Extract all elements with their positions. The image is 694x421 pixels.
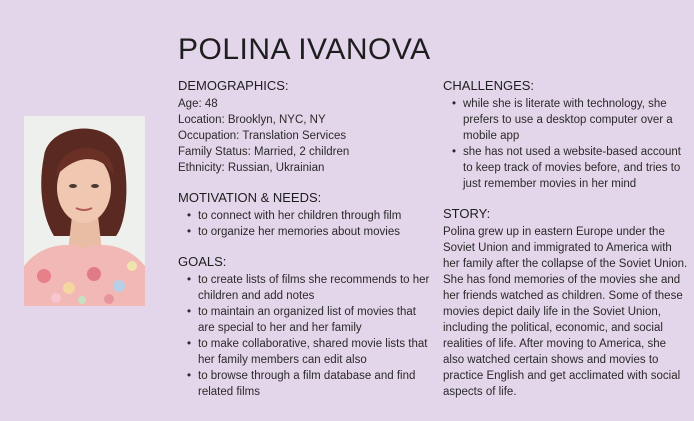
challenges-item: while she is literate with technology, s… — [452, 96, 688, 144]
demographics-location: Location: Brooklyn, NYC, NY — [178, 114, 326, 126]
demographics-occupation: Occupation: Translation Services — [178, 130, 347, 142]
demographics-heading: DEMOGRAPHICS: — [178, 78, 289, 93]
story-text: Polina grew up in eastern Europe under t… — [443, 226, 688, 398]
story-section: STORY: Polina grew up in eastern Europe … — [443, 206, 688, 400]
demographics-ethnicity: Ethnicity: Russian, Ukrainian — [178, 162, 325, 174]
demographics-family-status: Family Status: Married, 2 children — [178, 146, 350, 158]
goals-item: to create lists of films she recommends … — [187, 272, 430, 304]
motivation-item: to organize her memories about movies — [187, 224, 430, 240]
persona-name: POLINA IVANOVA — [178, 33, 431, 66]
left-column: DEMOGRAPHICS: Age: 48 Location: Brooklyn… — [178, 78, 430, 414]
story-heading: STORY: — [443, 206, 491, 221]
motivation-list: to connect with her children through fil… — [178, 208, 430, 240]
challenges-heading: CHALLENGES: — [443, 78, 535, 93]
demographics-age: Age: 48 — [178, 98, 218, 110]
demographics-section: DEMOGRAPHICS: Age: 48 Location: Brooklyn… — [178, 78, 430, 176]
motivation-section: MOTIVATION & NEEDS: to connect with her … — [178, 190, 430, 240]
persona-photo — [24, 116, 145, 306]
challenges-list: while she is literate with technology, s… — [443, 96, 688, 192]
goals-item: to make collaborative, shared movie list… — [187, 336, 430, 368]
challenges-item: she has not used a website-based account… — [452, 144, 688, 192]
goals-item: to maintain an organized list of movies … — [187, 304, 430, 336]
goals-section: GOALS: to create lists of films she reco… — [178, 254, 430, 400]
goals-list: to create lists of films she recommends … — [178, 272, 430, 400]
goals-heading: GOALS: — [178, 254, 227, 269]
challenges-section: CHALLENGES: while she is literate with t… — [443, 78, 688, 192]
right-column: CHALLENGES: while she is literate with t… — [443, 78, 688, 414]
goals-item: to browse through a film database and fi… — [187, 368, 430, 400]
motivation-item: to connect with her children through fil… — [187, 208, 430, 224]
motivation-heading: MOTIVATION & NEEDS: — [178, 190, 322, 205]
